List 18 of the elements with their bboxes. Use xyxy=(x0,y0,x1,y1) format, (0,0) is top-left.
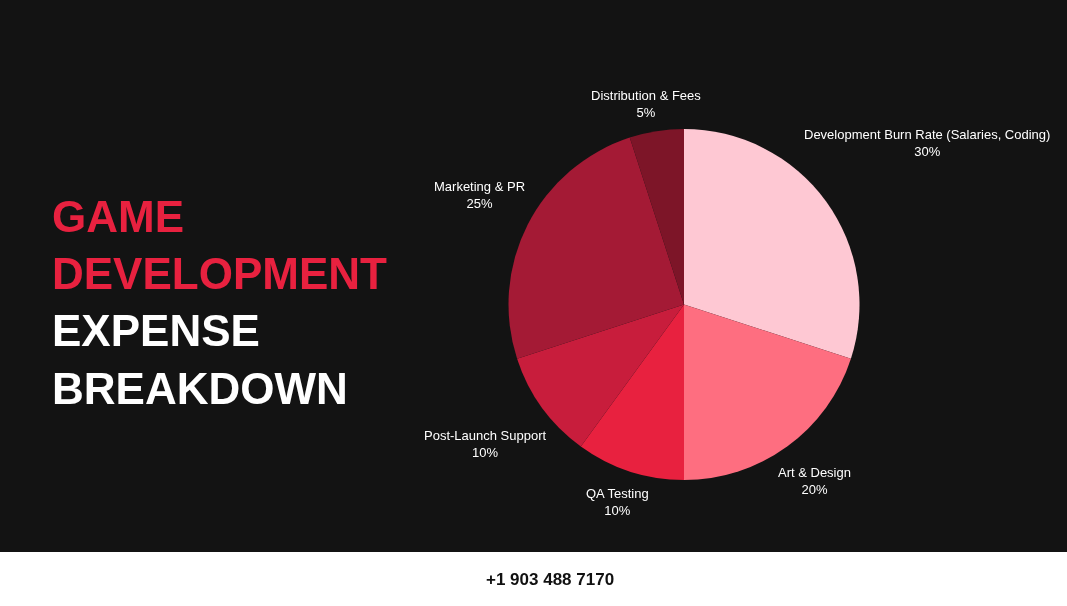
pie-slice xyxy=(629,129,684,305)
slice-label: Distribution & Fees xyxy=(591,88,702,103)
pie-slice xyxy=(684,304,851,480)
data-label: 5% xyxy=(636,104,656,120)
slice-label: Marketing & PR xyxy=(434,179,526,194)
slice-label: Post-Launch Support xyxy=(424,428,547,443)
data-label: 25% xyxy=(466,195,493,211)
slice-label: Art & Design xyxy=(778,465,851,480)
data-label: 10% xyxy=(604,502,631,518)
slice-label: Development Burn Rate (Salaries, Coding) xyxy=(804,127,1051,142)
pie-slice xyxy=(508,137,684,359)
data-label: 10% xyxy=(472,444,499,460)
text: GAME DEVELOPMENT EXPENSE BREAKDOWN xyxy=(52,192,388,413)
data-label: 20% xyxy=(801,481,828,497)
data-label: 30% xyxy=(914,143,941,159)
pie-slice xyxy=(580,304,684,480)
slice-label: QA Testing xyxy=(586,486,649,501)
text: +1 903 488 7170 xyxy=(486,570,615,589)
